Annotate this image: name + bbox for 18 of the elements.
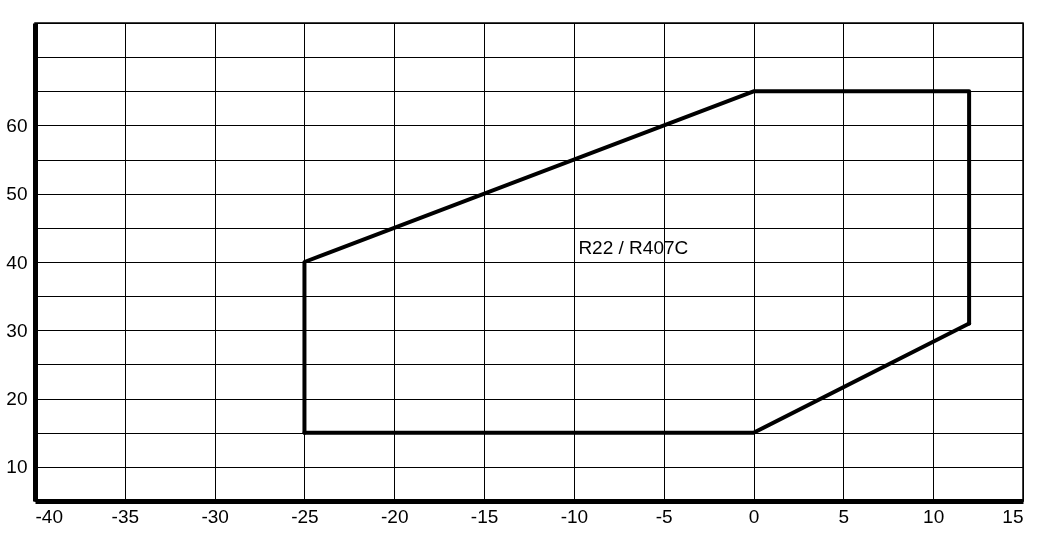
x-tick-label: -20 <box>381 505 409 527</box>
x-tick-label: -30 <box>201 505 229 527</box>
y-tick-label: 30 <box>6 319 28 341</box>
y-tick-label: 20 <box>6 388 28 410</box>
x-tick-label: -25 <box>291 505 319 527</box>
x-tick-label: -10 <box>560 505 589 527</box>
y-tick-label: 40 <box>6 251 28 273</box>
x-tick-label: -35 <box>111 505 140 527</box>
x-tick-label: -5 <box>655 505 673 527</box>
x-tick-label: -40 <box>35 505 63 527</box>
x-tick-label: 10 <box>923 505 945 527</box>
x-tick-label: -15 <box>470 505 499 527</box>
y-tick-label: 60 <box>6 114 28 136</box>
x-tick-label: 15 <box>1002 505 1024 527</box>
y-tick-label: 50 <box>6 183 28 205</box>
y-tick-label: 10 <box>6 456 28 478</box>
x-tick-label: 0 <box>748 505 760 527</box>
x-tick-label: 5 <box>838 505 850 527</box>
